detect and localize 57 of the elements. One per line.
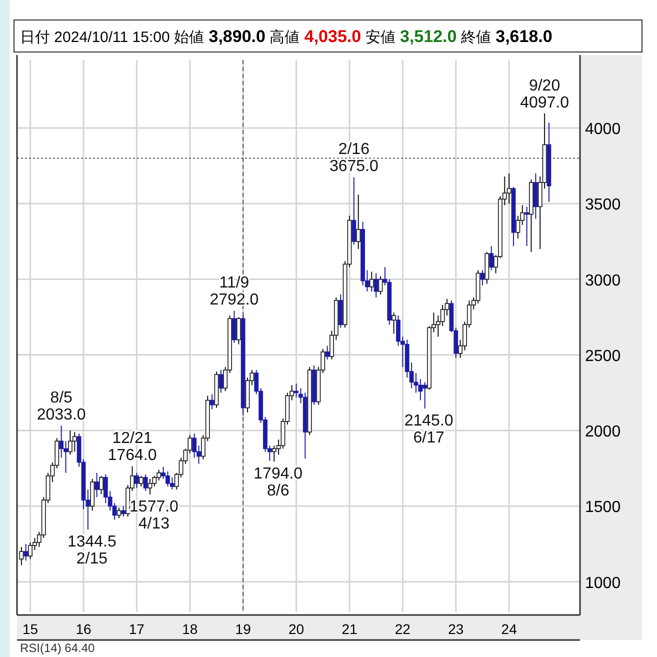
candlestick: [121, 506, 126, 518]
x-tick-label: 20: [288, 621, 304, 637]
x-tick-label: 18: [182, 621, 198, 637]
annotation: 1794.0 8/6: [254, 466, 303, 500]
candlestick: [374, 272, 378, 298]
candlestick: [489, 246, 494, 271]
candlestick: [19, 546, 24, 566]
x-tick-label: 22: [394, 621, 411, 637]
candlestick: [170, 476, 174, 490]
candlestick: [236, 316, 241, 345]
candlestick: [516, 215, 520, 239]
y-tick-label: 1500: [585, 499, 621, 516]
annotation: 9/20 4097.0: [520, 77, 570, 112]
candlestick: [414, 372, 418, 394]
y-tick-label: 2000: [585, 424, 621, 441]
candlestick: [392, 312, 396, 334]
candlestick: [99, 475, 104, 495]
x-tick-label: 19: [235, 621, 252, 637]
y-tick-label: 2500: [585, 348, 621, 365]
candlestick: [59, 425, 64, 458]
x-tick-label: 15: [22, 621, 38, 637]
candlestick: [356, 194, 361, 250]
candlestick: [143, 474, 148, 492]
y-tick-label: 1000: [585, 574, 621, 592]
candlestick: [210, 394, 214, 410]
candlestick: [506, 172, 512, 204]
annotation: 8/5 2033.0: [36, 390, 86, 424]
candlestick: [232, 310, 236, 344]
x-tick-label: 24: [501, 621, 518, 637]
candlestick: [218, 370, 224, 394]
annotation: 2145.0 6/17: [404, 412, 454, 447]
annotation: 11/9 2792.0: [210, 274, 259, 309]
y-tick-label: 4000: [585, 121, 621, 138]
y-tick-label: 3000: [585, 272, 621, 290]
candlestick: [24, 543, 28, 562]
x-tick-label: 21: [342, 621, 358, 637]
candlestick: [138, 475, 144, 487]
candlestick: [352, 176, 356, 246]
annotation: 1344.5 2/15: [67, 534, 116, 568]
candlestick: [325, 345, 330, 360]
text: RSI(14) 64.40: [20, 641, 96, 655]
candlestick: [94, 472, 99, 498]
annotation: 2/16 3675.0: [329, 141, 378, 176]
chart-title: 日付 2024/10/11 15:00 始値 3,890.0 高値 4,035.0 安値 3,512.0 終値 3,618.0: [20, 27, 552, 46]
candlestick: [148, 478, 152, 495]
annotation: 12/21 1764.0: [108, 430, 157, 464]
x-tick-label: 23: [448, 621, 464, 637]
annotation: 1577.0 4/13: [130, 498, 179, 532]
y-tick-label: 3500: [585, 196, 621, 214]
candlestick: [369, 271, 374, 292]
candlestick: [72, 432, 77, 452]
candlestick: [524, 206, 530, 247]
candlestick: [192, 433, 197, 458]
x-tick-label: 17: [128, 621, 145, 637]
candlestick: [378, 276, 383, 295]
candlestick: [134, 472, 139, 488]
x-tick-label: 16: [76, 621, 92, 637]
